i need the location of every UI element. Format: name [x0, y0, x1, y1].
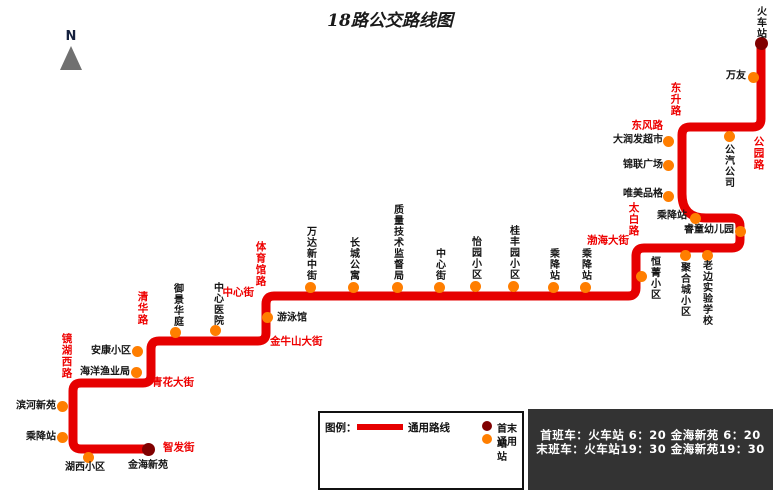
- map-title: 18路公交路线图: [327, 11, 453, 31]
- north-compass: N: [55, 30, 87, 70]
- street-label: 体育馆路: [254, 241, 267, 287]
- station-dot: [56, 400, 68, 412]
- legend-box: 图例： 通用路线 首末站 通用站: [318, 411, 524, 490]
- station-label: 公汽公司: [722, 144, 734, 188]
- station-label: 恒菁小区: [648, 256, 660, 300]
- street-label: 金牛山大街: [270, 335, 323, 348]
- station-label: 金海新苑: [128, 460, 168, 471]
- station-dot: [347, 281, 359, 293]
- station-label: 怡园小区: [469, 236, 481, 280]
- street-label: 青花大街: [152, 376, 194, 389]
- street-label: 镜湖西路: [60, 333, 73, 379]
- station-label: 聚合城小区: [678, 262, 690, 317]
- station-label: 滨河新苑: [16, 400, 56, 412]
- station-dot: [747, 71, 759, 83]
- station-label: 安康小区: [91, 345, 131, 357]
- station-dot: [689, 212, 701, 224]
- station-dot: [723, 130, 735, 142]
- station-label: 火车站: [754, 6, 766, 39]
- station-dot: [130, 366, 142, 378]
- street-label: 清华路: [136, 291, 149, 326]
- station-dot: [469, 280, 481, 292]
- station-label: 万达新中街: [304, 226, 316, 281]
- legend-terminal-label: 首末站: [497, 424, 517, 450]
- station-label: 海洋渔业局: [80, 366, 130, 378]
- legend-title: 图例：: [325, 422, 357, 434]
- station-label: 质量技术监督局: [391, 204, 403, 281]
- station-dot: [662, 190, 674, 202]
- station-label: 乘降站: [547, 248, 559, 281]
- station-label: 万友: [726, 70, 746, 82]
- station-dot: [56, 431, 68, 443]
- legend-stop-dot: [482, 434, 492, 444]
- terminal-station-dot: [754, 36, 768, 50]
- north-arrow-icon: [60, 46, 82, 70]
- station-label: 锦联广场: [623, 159, 663, 171]
- station-dot: [579, 281, 591, 293]
- station-dot: [635, 270, 647, 282]
- station-dot: [507, 280, 519, 292]
- schedule-row: 末班车：火车站19：30 金海新苑19：30: [536, 442, 765, 456]
- street-label: 太白路: [627, 202, 640, 237]
- station-dot: [209, 324, 221, 336]
- station-dot: [169, 326, 181, 338]
- station-label: 中心街: [433, 248, 445, 281]
- station-dot: [662, 135, 674, 147]
- station-dot: [304, 281, 316, 293]
- station-dot: [433, 281, 445, 293]
- terminal-station-dot: [141, 442, 155, 456]
- route-line: [68, 41, 766, 454]
- station-dot: [701, 249, 713, 261]
- station-label: 桂丰园小区: [507, 225, 519, 280]
- schedule-panel: 首班车：火车站 6：20 金海新苑 6：20 末班车：火车站19：30 金海新苑1…: [528, 409, 773, 490]
- station-label: 大润发超市: [613, 134, 663, 146]
- station-label: 长城公寓: [347, 237, 359, 281]
- street-label: 东升路: [669, 82, 682, 117]
- schedule-row: 首班车：火车站 6：20 金海新苑 6：20: [540, 428, 761, 442]
- station-dot: [82, 451, 94, 463]
- legend-terminal-dot: [482, 421, 492, 431]
- legend-stop-label: 通用站: [497, 437, 517, 463]
- station-label: 湖西小区: [65, 462, 105, 473]
- station-label: 游泳馆: [277, 312, 307, 324]
- legend-route-label: 通用路线: [408, 422, 450, 434]
- station-label: 唯美品格: [623, 188, 663, 200]
- station-dot: [547, 281, 559, 293]
- station-label: 乘降站: [657, 210, 687, 222]
- station-dot: [391, 281, 403, 293]
- north-label: N: [65, 29, 77, 44]
- station-label: 中心医院: [211, 282, 223, 326]
- station-label: 乘降站: [579, 248, 591, 281]
- street-label: 智发街: [163, 441, 195, 454]
- station-dot: [261, 311, 273, 323]
- station-dot: [734, 225, 746, 237]
- street-label: 中心街: [222, 286, 255, 299]
- station-dot: [131, 345, 143, 357]
- legend-route-swatch: [357, 424, 403, 430]
- station-label: 乘降站: [26, 431, 56, 443]
- station-dot: [662, 159, 674, 171]
- station-label: 御景华庭: [171, 283, 183, 327]
- street-label: 公园路: [752, 136, 765, 171]
- station-label: 老边实验学校: [700, 260, 712, 326]
- street-label: 东风路: [631, 119, 664, 132]
- station-label: 睿童幼儿园: [684, 224, 734, 236]
- station-dot: [679, 249, 691, 261]
- street-label: 渤海大街: [587, 234, 629, 247]
